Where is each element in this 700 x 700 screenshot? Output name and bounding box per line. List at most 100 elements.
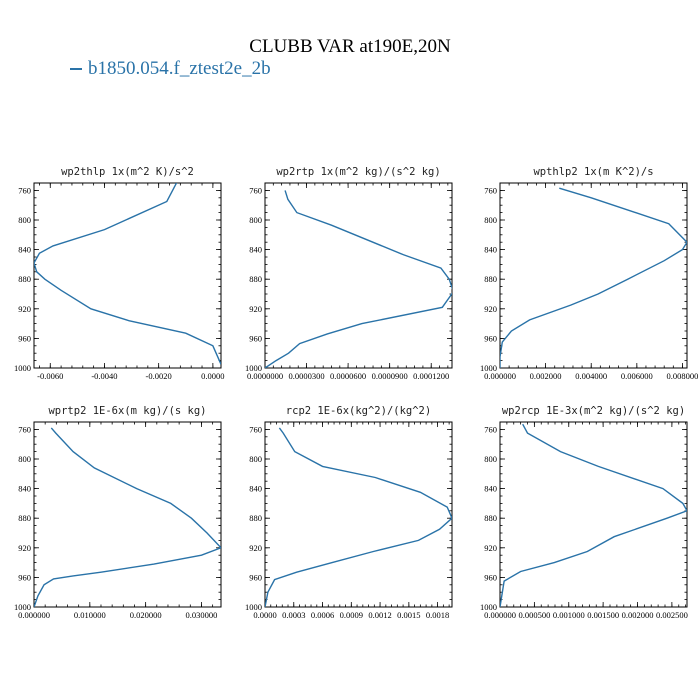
x-tick-label: 0.0000000 [247, 371, 283, 381]
plot-frame [264, 421, 453, 608]
y-tick-label: 800 [18, 215, 31, 225]
y-tick-label: 800 [18, 454, 31, 464]
plot-frame [499, 421, 688, 608]
x-tick-label: 0.000000 [484, 610, 516, 620]
y-tick-label: 800 [484, 454, 497, 464]
y-tick-label: 920 [484, 543, 497, 553]
y-tick-label: 920 [484, 304, 497, 314]
y-tick-label: 760 [18, 424, 31, 434]
y-tick-label: 880 [249, 513, 262, 523]
series-line [500, 187, 687, 368]
y-tick-label: 960 [249, 572, 262, 582]
panel-title: wprtp2 1E-6x(m kg)/(s kg) [48, 405, 206, 417]
x-tick-label: 0.020000 [130, 610, 162, 620]
y-tick-label: 880 [484, 513, 497, 523]
x-tick-label: 0.008000 [667, 371, 699, 381]
panel-title: wpthlp2 1x(m K^2)/s [533, 166, 653, 178]
y-tick-label: 760 [484, 185, 497, 195]
panel-title: wp2rtp 1x(m^2 kg)/(s^2 kg) [276, 166, 440, 178]
x-tick-label: 0.0006 [311, 610, 334, 620]
x-tick-label: 0.006000 [621, 371, 653, 381]
x-tick-label: 0.000000 [484, 371, 516, 381]
x-tick-label: 0.0000 [201, 371, 224, 381]
plot-frame [33, 421, 222, 608]
series-line [265, 190, 452, 368]
y-tick-label: 840 [484, 484, 497, 494]
series-line [34, 183, 221, 365]
y-tick-label: 880 [18, 274, 31, 284]
y-tick-label: 840 [484, 245, 497, 255]
y-tick-label: 960 [484, 333, 497, 343]
y-tick-label: 840 [18, 245, 31, 255]
panel-1: wp2thlp 1x(m^2 K)/s^2 760 800 840 880 920 960 1… [14, 166, 225, 381]
panel-6: wp2rcp 1E-3x(m^2 kg)/(s^2 kg) 760 800 840 88… [480, 405, 688, 620]
x-tick-label: 0.0018 [426, 610, 449, 620]
x-tick-label: 0.0001200 [413, 371, 449, 381]
x-tick-label: 0.010000 [74, 610, 106, 620]
x-tick-label: 0.0012 [368, 610, 391, 620]
x-tick-label: -0.0020 [146, 371, 172, 381]
series-line [265, 427, 452, 607]
plot-frame [499, 182, 688, 369]
y-tick-label: 960 [18, 572, 31, 582]
x-tick-label: 0.0015 [397, 610, 420, 620]
x-tick-label: 0.002500 [656, 610, 688, 620]
series-line [34, 427, 221, 607]
x-tick-label: 0.0009 [340, 610, 363, 620]
y-tick-label: 920 [18, 543, 31, 553]
panel-4: wprtp2 1E-6x(m kg)/(s kg) 760 800 840 880 920… [14, 405, 222, 620]
y-tick-label: 760 [249, 424, 262, 434]
series-line [500, 423, 687, 607]
y-tick-label: 960 [484, 572, 497, 582]
panel-2: wp2rtp 1x(m^2 kg)/(s^2 kg) 760 800 840 880 92… [245, 166, 453, 381]
y-tick-label: 800 [249, 454, 262, 464]
plot-frame [33, 182, 222, 369]
x-tick-label: -0.0060 [37, 371, 63, 381]
y-tick-label: 840 [249, 484, 262, 494]
y-tick-label: 1000 [14, 602, 31, 612]
x-tick-label: 0.004000 [575, 371, 607, 381]
y-tick-label: 760 [18, 185, 31, 195]
y-tick-label: 800 [249, 215, 262, 225]
legend-line-swatch [70, 68, 82, 70]
x-tick-label: 0.0000 [253, 610, 276, 620]
x-tick-label: 0.002000 [530, 371, 562, 381]
y-tick-label: 1000 [245, 363, 262, 373]
x-tick-label: 0.002000 [622, 610, 654, 620]
x-tick-label: 0.0003 [282, 610, 305, 620]
y-tick-label: 800 [484, 215, 497, 225]
y-tick-label: 920 [18, 304, 31, 314]
y-tick-label: 960 [18, 333, 31, 343]
y-tick-label: 840 [18, 484, 31, 494]
x-tick-label: 0.030000 [186, 610, 218, 620]
y-tick-label: 920 [249, 304, 262, 314]
y-tick-label: 880 [18, 513, 31, 523]
y-tick-label: 1000 [245, 602, 262, 612]
x-tick-label: 0.0000300 [288, 371, 324, 381]
y-tick-label: 760 [249, 185, 262, 195]
y-tick-label: 920 [249, 543, 262, 553]
x-tick-label: 0.000000 [18, 610, 50, 620]
y-tick-label: 840 [249, 245, 262, 255]
page-title: CLUBB VAR at190E,20N [249, 36, 451, 57]
legend-label: b1850.054.f_ztest2e_2b [88, 58, 271, 79]
y-tick-label: 880 [249, 274, 262, 284]
y-tick-label: 880 [484, 274, 497, 284]
x-tick-label: 0.001000 [553, 610, 585, 620]
panel-5: rcp2 1E-6x(kg^2)/(kg^2) 760 800 840 880 920 96… [245, 405, 453, 620]
x-tick-label: 0.000500 [518, 610, 550, 620]
y-tick-label: 960 [249, 333, 262, 343]
panel-3: wpthlp2 1x(m K^2)/s 760 800 840 880 920 960 100… [480, 166, 698, 381]
legend: b1850.054.f_ztest2e_2b [70, 58, 271, 80]
panel-title: wp2rcp 1E-3x(m^2 kg)/(s^2 kg) [502, 405, 685, 417]
y-tick-label: 1000 [14, 363, 31, 373]
x-tick-label: 0.0000900 [372, 371, 408, 381]
y-tick-label: 760 [484, 424, 497, 434]
x-tick-label: 0.001500 [587, 610, 619, 620]
y-tick-label: 1000 [480, 363, 497, 373]
x-tick-label: 0.0000600 [330, 371, 366, 381]
y-tick-label: 1000 [480, 602, 497, 612]
panel-title: wp2thlp 1x(m^2 K)/s^2 [61, 166, 194, 178]
panel-title: rcp2 1E-6x(kg^2)/(kg^2) [286, 405, 431, 417]
x-tick-label: -0.0040 [91, 371, 117, 381]
